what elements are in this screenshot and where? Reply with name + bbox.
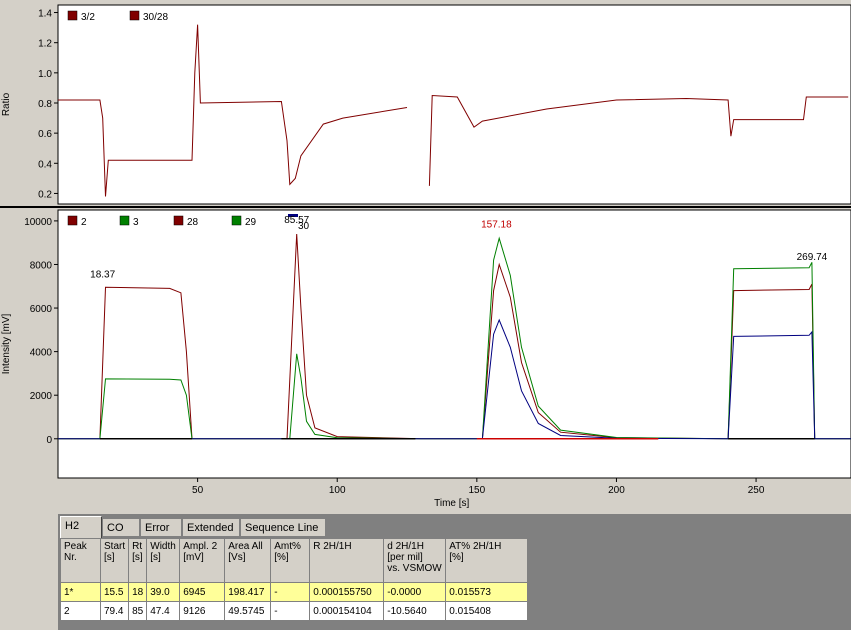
y-tick-label: 0.6 <box>38 129 52 140</box>
cell[interactable]: - <box>270 601 311 621</box>
peak-label: 85.57 <box>284 215 309 226</box>
x-tick-label: 150 <box>468 485 485 496</box>
y-tick-label: 2000 <box>30 391 53 402</box>
table-row[interactable]: 2 79.4 85 47.4 9126 49.5745 - 0.00015410… <box>60 601 529 621</box>
y-tick-label: 4000 <box>30 348 53 359</box>
col-amt[interactable]: Amt% [%] <box>270 538 311 583</box>
legend-swatch <box>119 215 130 226</box>
legend-label: 30/28 <box>143 12 168 23</box>
y-tick-label: 0.2 <box>38 189 52 200</box>
y-tick-label: 0.8 <box>38 99 52 110</box>
cell[interactable]: 85 <box>128 601 148 621</box>
peak-table-panel: H2 CO Error Extended Sequence Line Peak … <box>58 514 851 630</box>
legend-swatch <box>67 215 78 226</box>
y-tick-label: 1.4 <box>38 9 52 20</box>
peak-label: 18.37 <box>90 270 115 281</box>
cell[interactable]: 79.4 <box>99 601 130 621</box>
y-tick-label: 10000 <box>24 217 52 228</box>
cell[interactable]: 0.015408 <box>445 601 529 621</box>
x-tick-label: 50 <box>192 485 204 496</box>
y-axis-label: Ratio <box>1 92 12 116</box>
y-tick-label: 0.4 <box>38 159 52 170</box>
x-axis-label: Time [s] <box>434 498 469 509</box>
cell[interactable]: - <box>270 582 311 602</box>
legend-label: 3/2 <box>81 12 95 23</box>
y-tick-label: 8000 <box>30 260 53 271</box>
table-header-row: Peak Nr. Start [s] Rt [s] Width [s] Ampl. 2… <box>60 538 529 583</box>
intensity-plot-frame <box>57 209 851 479</box>
y-axis-label: Intensity [mV] <box>1 313 12 374</box>
chart-svg: 1.4 1.2 1.0 0.8 0.6 0.4 0.2 Ratio 3/2 30/28 10000 8… <box>0 4 851 509</box>
tab-error[interactable]: Error <box>140 518 182 536</box>
cell[interactable]: -10.5640 <box>383 601 447 621</box>
y-tick-label: 1.0 <box>38 69 52 80</box>
x-tick-label: 250 <box>748 485 765 496</box>
cell[interactable]: 198.417 <box>224 582 272 602</box>
x-tick-label: 200 <box>608 485 625 496</box>
legend-label: 3 <box>133 217 139 228</box>
cell[interactable]: 49.5745 <box>224 601 272 621</box>
col-at-2h-1h[interactable]: AT% 2H/1H [%] <box>445 538 529 583</box>
cell[interactable]: -0.0000 <box>383 582 447 602</box>
cell[interactable]: 18 <box>128 582 148 602</box>
peak-label: 157.18 <box>481 219 512 230</box>
y-tick-label: 0 <box>46 435 52 446</box>
legend-label: 29 <box>245 217 257 228</box>
col-width[interactable]: Width [s] <box>146 538 181 583</box>
cell[interactable]: 9126 <box>179 601 226 621</box>
legend-label: 28 <box>187 217 199 228</box>
legend-swatch <box>231 215 242 226</box>
y-tick-label: 1.2 <box>38 39 52 50</box>
series-line-30/28 <box>58 24 849 197</box>
tab-co[interactable]: CO <box>102 518 140 536</box>
series-line-30 <box>58 318 851 440</box>
table-row[interactable]: 1* 15.5 18 39.0 6945 198.417 - 0.0001557… <box>60 582 529 602</box>
cell[interactable]: 15.5 <box>99 582 130 602</box>
x-tick-label: 100 <box>329 485 346 496</box>
ratio-plot-frame <box>57 4 851 205</box>
col-ampl-2[interactable]: Ampl. 2 [mV] <box>179 538 226 583</box>
col-r-2h-1h[interactable]: R 2H/1H <box>309 538 385 583</box>
cell[interactable]: 0.000155750 <box>309 582 385 602</box>
tab-extended[interactable]: Extended <box>182 518 240 536</box>
col-d-2h-1h[interactable]: d 2H/1H [per mil] vs. VSMOW <box>383 538 447 583</box>
cell[interactable]: 39.0 <box>146 582 181 602</box>
legend-swatch <box>67 10 78 21</box>
chart-area: 1.4 1.2 1.0 0.8 0.6 0.4 0.2 Ratio 3/2 30/28 10000 8… <box>0 4 851 509</box>
cell[interactable]: 1* <box>60 582 101 602</box>
legend-swatch <box>288 214 298 217</box>
cell[interactable]: 2 <box>60 601 101 621</box>
col-rt[interactable]: Rt [s] <box>128 538 148 583</box>
legend-label: 2 <box>81 217 87 228</box>
cell[interactable]: 0.000154104 <box>309 601 385 621</box>
legend-swatch <box>173 215 184 226</box>
tab-h2[interactable]: H2 <box>60 516 102 538</box>
legend-label: 30 <box>298 221 310 232</box>
legend-swatch <box>129 10 140 21</box>
col-peak-nr[interactable]: Peak Nr. <box>60 538 101 583</box>
tab-sequence-line[interactable]: Sequence Line <box>240 518 326 536</box>
peak-label: 269.74 <box>797 252 828 263</box>
col-area-all[interactable]: Area All [Vs] <box>224 538 272 583</box>
cell[interactable]: 0.015573 <box>445 582 529 602</box>
peak-table: Peak Nr. Start [s] Rt [s] Width [s] Ampl. 2… <box>60 538 529 621</box>
cell[interactable]: 6945 <box>179 582 226 602</box>
y-tick-label: 6000 <box>30 304 53 315</box>
cell[interactable]: 47.4 <box>146 601 181 621</box>
col-start[interactable]: Start [s] <box>99 538 130 583</box>
